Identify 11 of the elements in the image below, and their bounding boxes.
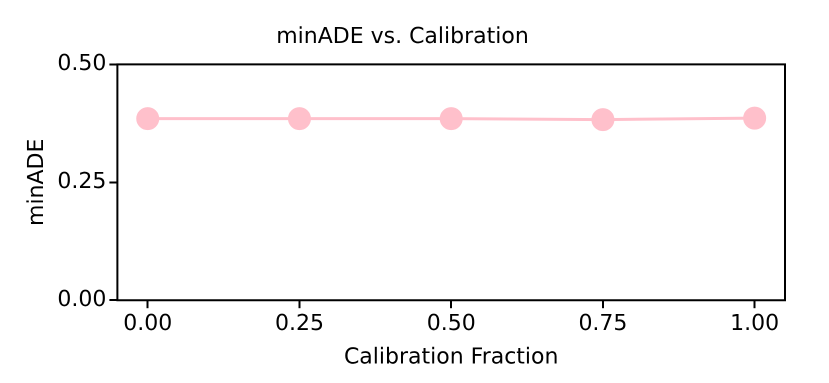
x-tick-label: 0.75 xyxy=(578,311,628,336)
chart-title: minADE vs. Calibration xyxy=(276,24,529,49)
x-axis-title: Calibration Fraction xyxy=(344,344,558,370)
y-tick-label: 0.00 xyxy=(57,286,106,312)
x-tick-label: 0.50 xyxy=(426,311,476,336)
y-tick-label: 0.25 xyxy=(57,169,106,194)
y-tick-label: 0.50 xyxy=(57,51,106,76)
x-tick-label: 0.00 xyxy=(123,311,172,336)
x-tick-label: 0.25 xyxy=(274,311,324,336)
y-axis-title: minADE xyxy=(24,138,49,226)
x-tick-label: 1.00 xyxy=(730,311,780,336)
